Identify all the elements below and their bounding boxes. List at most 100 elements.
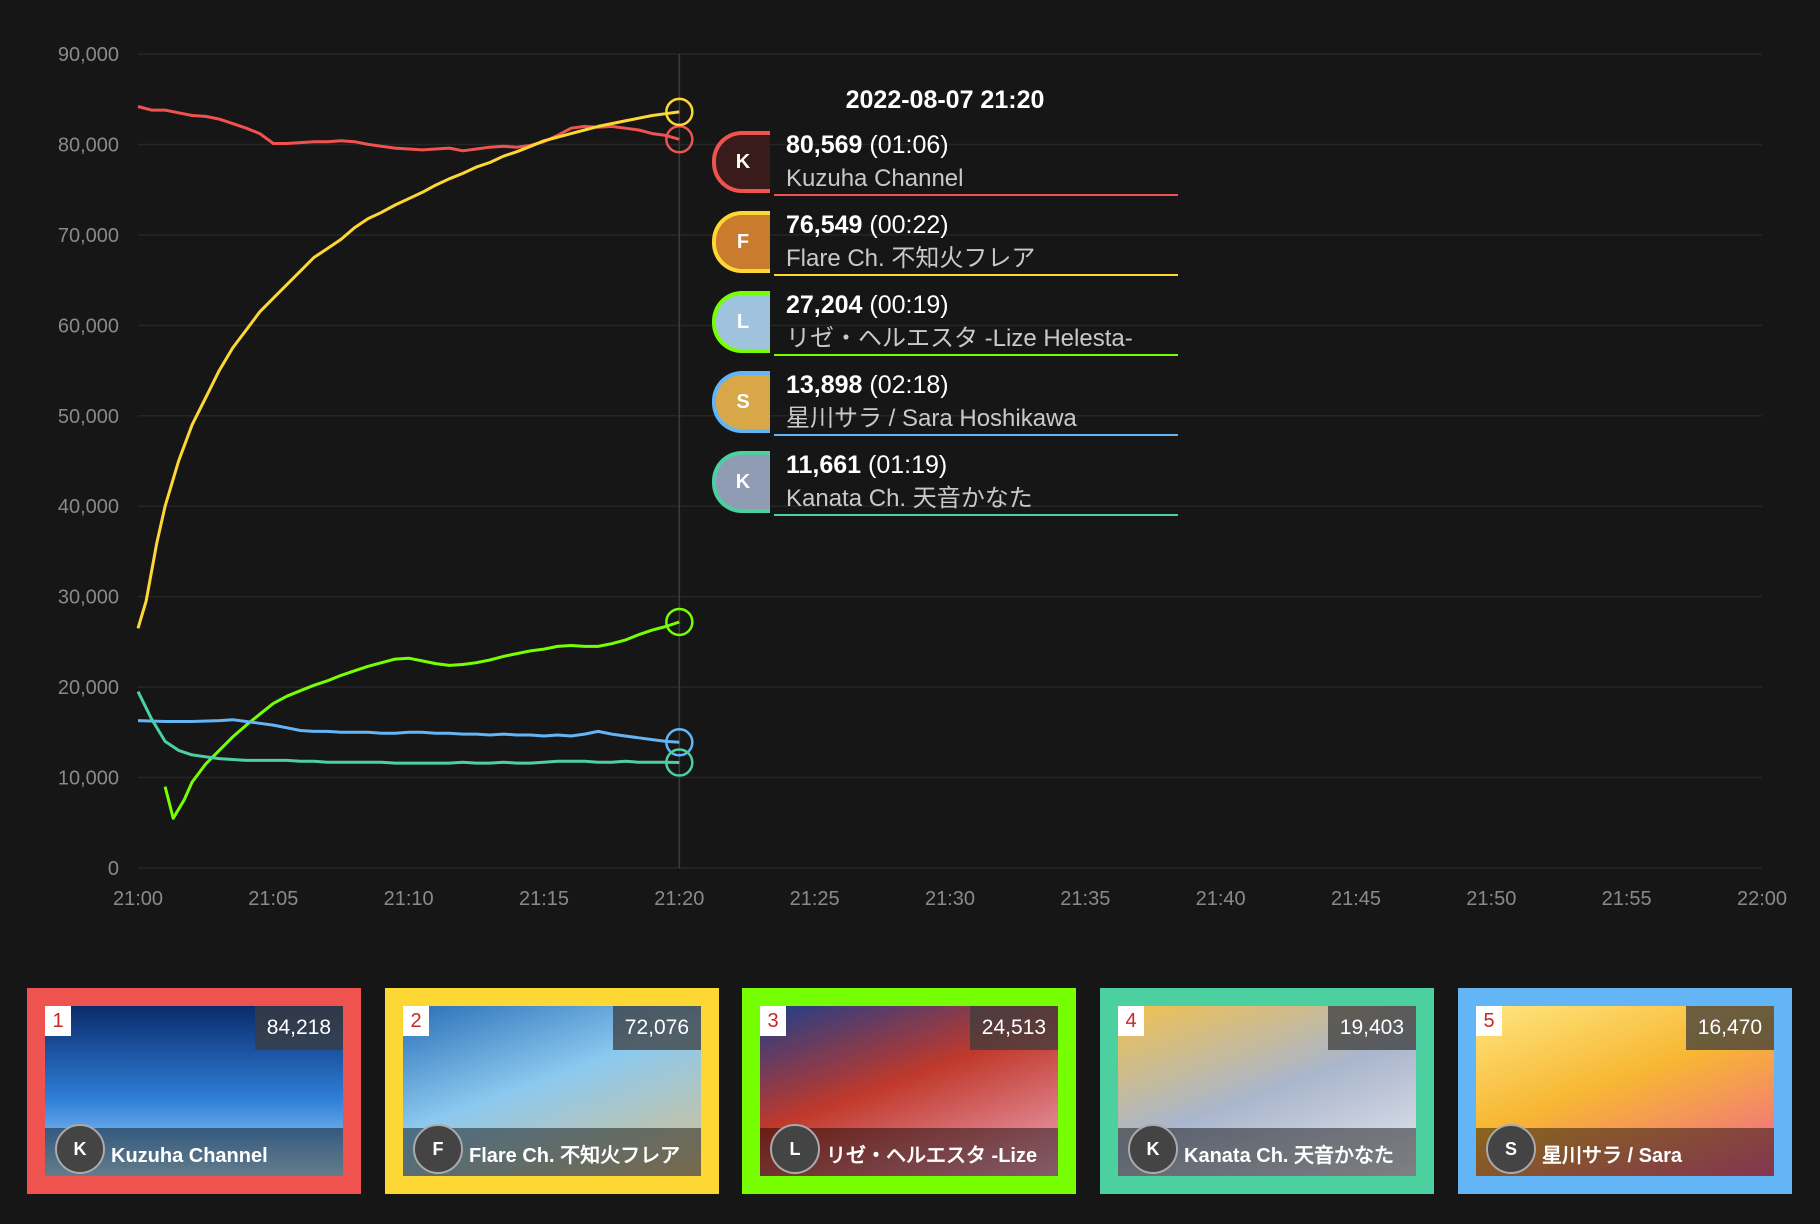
concurrent-viewers: 72,076 [612,1006,701,1050]
x-tick-label: 22:00 [1737,888,1787,910]
tooltip-channel-name: Kanata Ch. 天音かなた [786,485,1033,512]
tooltip-row: K 80,569 (01:06) Kuzuha Channel [712,128,1178,197]
series-line-5 [136,690,680,765]
tooltip-row: K 11,661 (01:19) Kanata Ch. 天音かなた [712,448,1178,517]
x-axis: 21:00 21:05 21:10 21:15 21:20 21:25 21:30 21:35… [113,888,1787,910]
ranking-cards: 1 84,218 K Kuzuha Channel 2 72,076 F Flare Ch. … [0,988,1820,1194]
tooltip-duration: (02:18) [869,371,949,399]
x-tick-label: 21:20 [654,888,704,910]
concurrent-viewers: 24,513 [969,1006,1058,1050]
series-marker-4 [665,728,694,757]
rank-badge: 4 [1118,1006,1144,1036]
y-tick-label: 40,000 [58,496,119,518]
rank-badge: 3 [760,1006,786,1036]
channel-bar: S 星川サラ / Sara [1476,1124,1774,1176]
avatar-initial: F [736,230,750,253]
tooltip-row-body: 11,661 (01:19) Kanata Ch. 天音かなた [774,448,1178,516]
channel-avatar[interactable]: F [413,1124,463,1174]
series-line-3 [163,620,680,820]
x-tick-label: 21:35 [1060,888,1110,910]
channel-name[interactable]: 星川サラ / Sara [1542,1145,1683,1167]
avatar: L [712,291,770,353]
channel-name[interactable]: Flare Ch. 不知火フレア [469,1145,681,1167]
concurrent-viewers: 16,470 [1685,1006,1774,1050]
concurrent-viewers: 19,403 [1327,1006,1416,1050]
y-tick-label: 10,000 [58,768,119,790]
ranking-card-1[interactable]: 1 84,218 K Kuzuha Channel [27,988,361,1194]
channel-name[interactable]: Kuzuha Channel [111,1145,268,1167]
video-thumbnail[interactable]: 5 16,470 S 星川サラ / Sara [1476,1006,1774,1176]
ranking-card-4[interactable]: 4 19,403 K Kanata Ch. 天音かなた [1100,988,1434,1194]
channel-bar: F Flare Ch. 不知火フレア [403,1124,701,1176]
series-line-2 [136,110,680,629]
y-tick-label: 80,000 [58,134,119,156]
tooltip-duration: (00:19) [869,291,949,319]
avatar-initial: S [1504,1138,1517,1159]
x-tick-label: 21:50 [1466,888,1516,910]
y-tick-label: 30,000 [58,587,119,609]
tooltip-value-line: 27,204 (00:19) [774,288,1178,322]
channel-avatar[interactable]: K [1128,1124,1178,1174]
tooltip-channel-name: Flare Ch. 不知火フレア [786,245,1036,272]
avatar-initial: S [736,390,750,413]
tooltip-title: 2022-08-07 21:20 [845,86,1045,114]
avatar-initial: L [736,310,750,333]
tooltip-value-line: 11,661 (01:19) [774,448,1178,482]
y-tick-label: 70,000 [58,225,119,247]
x-tick-label: 21:25 [790,888,840,910]
tooltip-value-line: 76,549 (00:22) [774,208,1178,242]
y-tick-label: 60,000 [58,315,119,337]
tooltip: 2022-08-07 21:20 K 80,569 (01:06) Kuzuha C… [712,82,1178,528]
tooltip-value: 11,661 [786,451,862,479]
series-marker-5 [665,748,694,777]
ranking-card-5[interactable]: 5 16,470 S 星川サラ / Sara [1458,988,1792,1194]
y-tick-label: 20,000 [58,677,119,699]
channel-avatar[interactable]: L [770,1124,820,1174]
x-tick-label: 21:10 [384,888,434,910]
y-tick-label: 50,000 [58,406,119,428]
tooltip-duration: (01:06) [869,131,949,159]
tooltip-duration: (01:19) [868,451,948,479]
channel-name[interactable]: Kanata Ch. 天音かなた [1184,1145,1395,1167]
video-thumbnail[interactable]: 2 72,076 F Flare Ch. 不知火フレア [403,1006,701,1176]
tooltip-value-line: 13,898 (02:18) [774,368,1178,402]
ranking-card-2[interactable]: 2 72,076 F Flare Ch. 不知火フレア [385,988,719,1194]
x-tick-label: 21:30 [925,888,975,910]
video-thumbnail[interactable]: 1 84,218 K Kuzuha Channel [45,1006,343,1176]
video-thumbnail[interactable]: 4 19,403 K Kanata Ch. 天音かなた [1118,1006,1416,1176]
avatar-initial: K [735,470,751,493]
series-line-1 [137,105,680,153]
x-tick-label: 21:40 [1196,888,1246,910]
series-line-4 [137,718,680,744]
avatar-initial: L [789,1138,801,1159]
tooltip-value-line: 80,569 (01:06) [774,128,1178,162]
tooltip-row-body: 76,549 (00:22) Flare Ch. 不知火フレア [774,208,1178,276]
grid-lines [138,53,1762,869]
tooltip-row-body: 27,204 (00:19) リゼ・ヘルエスタ -Lize Helesta- [774,288,1178,356]
channel-avatar[interactable]: K [55,1124,105,1174]
ranking-card-3[interactable]: 3 24,513 L リゼ・ヘルエスタ -Lize [742,988,1076,1194]
rank-badge: 1 [45,1006,71,1036]
tooltip-duration: (00:22) [869,211,949,239]
x-tick-label: 21:15 [519,888,569,910]
x-tick-label: 21:55 [1602,888,1652,910]
rank-badge: 2 [403,1006,429,1036]
tooltip-channel-name: Kuzuha Channel [786,165,964,192]
channel-avatar[interactable]: S [1486,1124,1536,1174]
y-axis: 0 10,000 20,000 30,000 40,000 50,000 60,000 70,… [58,44,119,880]
concurrent-viewers: 84,218 [254,1006,343,1050]
y-tick-label: 0 [108,858,119,880]
tooltip-row: S 13,898 (02:18) 星川サラ / Sara Hoshikawa [712,368,1178,437]
video-thumbnail[interactable]: 3 24,513 L リゼ・ヘルエスタ -Lize [760,1006,1058,1176]
channel-bar: L リゼ・ヘルエスタ -Lize [760,1124,1058,1176]
tooltip-value: 27,204 [786,291,863,319]
series-lines [136,105,680,820]
avatar-initial: F [432,1138,444,1159]
series-markers [665,97,694,777]
avatar-initial: K [1146,1138,1160,1159]
channel-name[interactable]: リゼ・ヘルエスタ -Lize [826,1145,1038,1167]
x-tick-label: 21:00 [113,888,163,910]
tooltip-row: F 76,549 (00:22) Flare Ch. 不知火フレア [712,208,1178,277]
y-tick-label: 90,000 [58,44,119,66]
tooltip-row: L 27,204 (00:19) リゼ・ヘルエスタ -Lize Helesta- [712,288,1178,357]
